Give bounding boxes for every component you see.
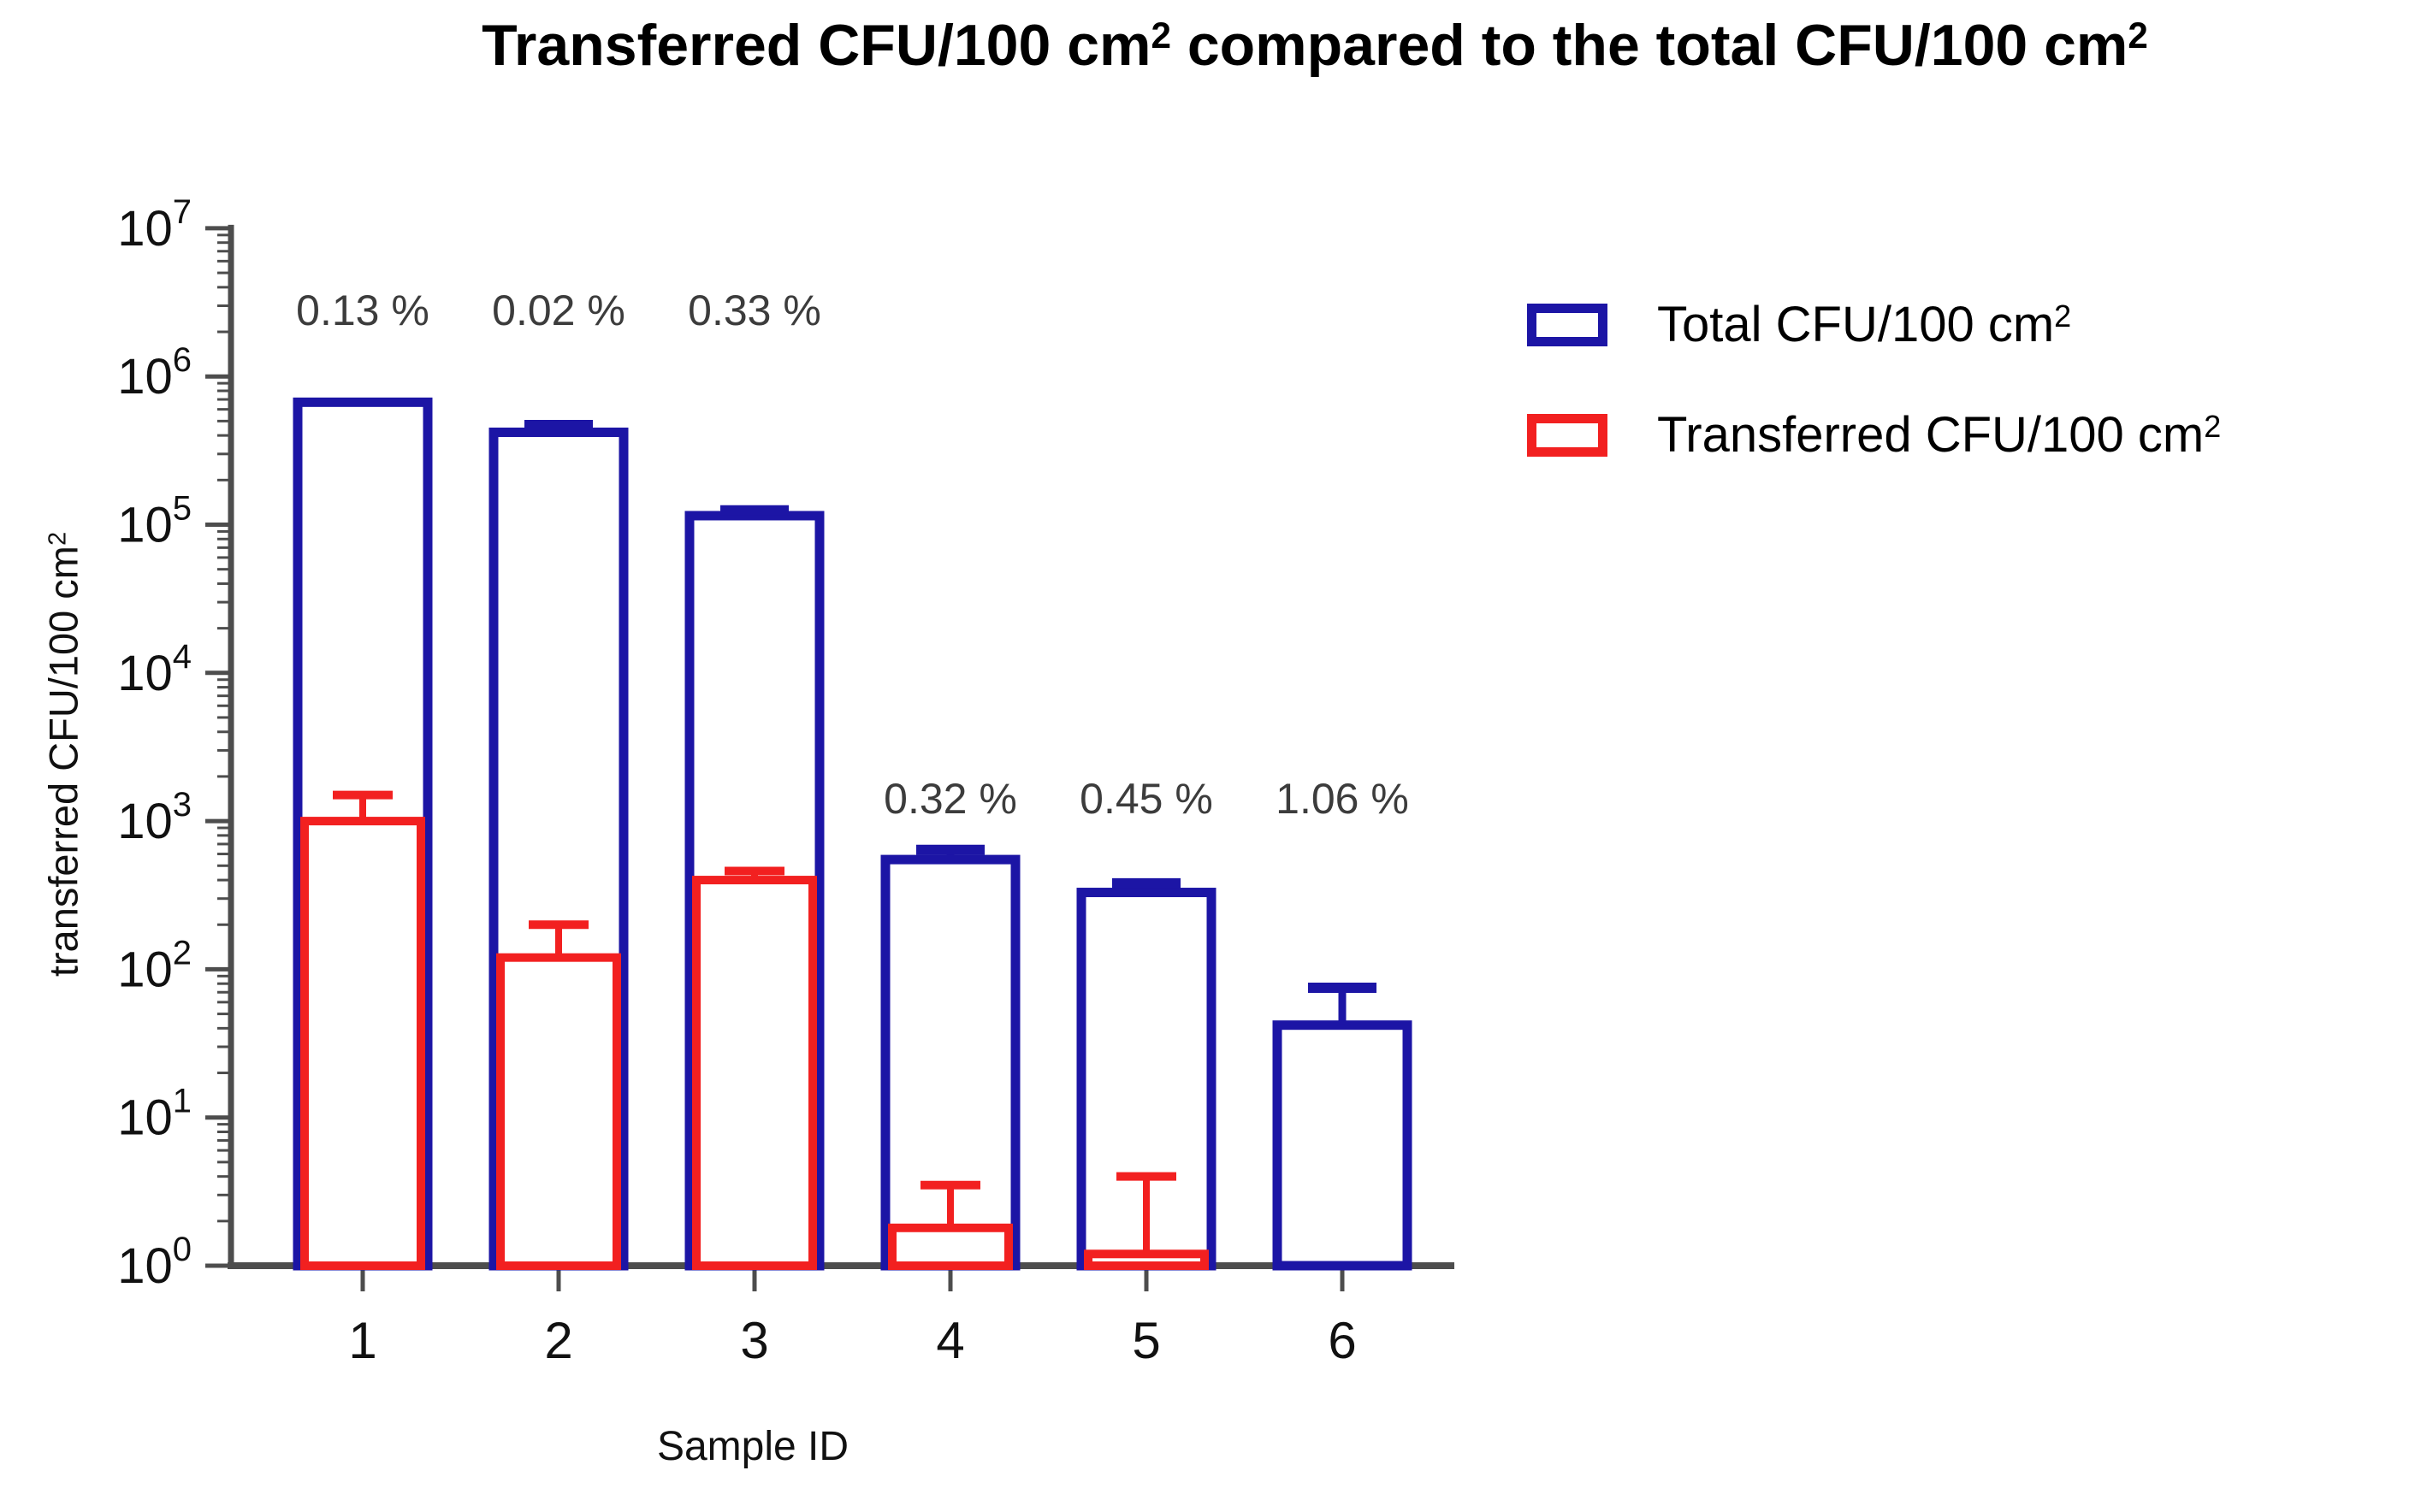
transferred-errorbar-3	[725, 866, 784, 881]
transferred-bar-2	[496, 953, 621, 1270]
total-errorbar-4	[916, 844, 985, 860]
legend-swatch-transferred-icon	[1527, 413, 1607, 457]
legend-item-total: Total CFU/100 cm2	[1527, 296, 2221, 353]
sample-group-5: 0.45 %	[1076, 775, 1216, 1271]
percent-label-1: 0.13 %	[296, 286, 429, 334]
sample-group-2: 0.02 %	[488, 286, 629, 1271]
total-errorbar-5	[1112, 877, 1181, 893]
total-errorbar-2	[524, 420, 593, 433]
y-axis-label: transferred CFU/100 cm2	[40, 531, 86, 977]
x-tick-label-6: 6	[1328, 1312, 1356, 1369]
total-bar-6	[1272, 1020, 1412, 1271]
x-tick-label-2: 2	[544, 1312, 572, 1369]
x-tick-label-4: 4	[936, 1312, 964, 1369]
x-axis-label: Sample ID	[656, 1424, 849, 1469]
chart-title: Transferred CFU/100 cm2 compared to the …	[482, 13, 2148, 78]
transferred-errorbar-1	[333, 790, 393, 822]
sample-group-1: 0.13 %	[293, 286, 433, 1271]
sample-group-4: 0.32 %	[880, 775, 1021, 1271]
x-tick-label-5: 5	[1132, 1312, 1160, 1369]
percent-label-3: 0.33 %	[688, 286, 821, 334]
y-tick-label-10e6: 106	[117, 341, 192, 405]
transferred-bar-3	[692, 876, 817, 1270]
y-tick-label-10e2: 102	[117, 934, 192, 997]
y-tick-label-10e4: 104	[117, 638, 192, 701]
legend-swatch-total-icon	[1527, 303, 1607, 346]
transferred-bar-4	[888, 1223, 1013, 1270]
y-tick-label-10e3: 103	[117, 786, 192, 849]
legend-item-transferred: Transferred CFU/100 cm2	[1527, 406, 2221, 464]
transferred-bar-1	[300, 817, 425, 1270]
percent-label-5: 0.45 %	[1080, 775, 1213, 823]
legend-label-total: Total CFU/100 cm2	[1657, 297, 2072, 352]
y-tick-label-10e0: 100	[117, 1231, 192, 1294]
y-axis-ticks: 100 101 102 103 104 105 106 107	[117, 193, 231, 1294]
total-errorbar-3	[720, 505, 789, 516]
y-tick-label-10e7: 107	[117, 193, 192, 257]
transferred-errorbar-5	[1116, 1172, 1176, 1255]
legend: Total CFU/100 cm2 Transferred CFU/100 cm…	[1527, 296, 2221, 464]
percent-label-4: 0.32 %	[884, 775, 1017, 823]
x-axis-ticks: 1 2 3 4 5 6	[348, 1266, 1357, 1369]
percent-label-6: 1.06 %	[1276, 775, 1409, 823]
legend-label-transferred: Transferred CFU/100 cm2	[1657, 407, 2222, 463]
total-errorbar-6	[1308, 983, 1376, 1025]
transferred-errorbar-4	[921, 1180, 980, 1228]
percent-label-2: 0.02 %	[492, 286, 625, 334]
sample-group-6: 1.06 %	[1272, 775, 1412, 1271]
y-tick-label-10e1: 101	[117, 1083, 192, 1146]
x-tick-label-3: 3	[740, 1312, 768, 1369]
transferred-bar-5	[1084, 1249, 1209, 1270]
x-tick-label-1: 1	[348, 1312, 376, 1369]
transferred-errorbar-2	[529, 920, 589, 958]
y-tick-label-10e5: 105	[117, 490, 192, 553]
sample-group-3: 0.33 %	[684, 286, 825, 1271]
